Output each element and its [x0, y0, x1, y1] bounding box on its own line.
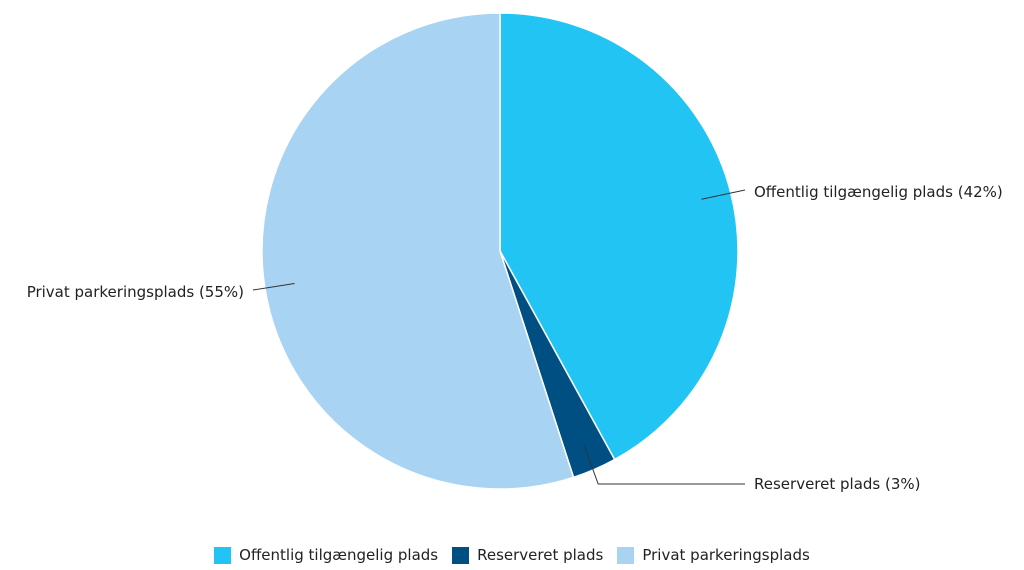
pie-slices: [261, 12, 739, 490]
pie-slice-1: [499, 12, 739, 461]
leader-line-3: [252, 283, 295, 291]
legend-item-1: Offentlig tilgængelig plads: [214, 546, 438, 564]
slice-labels: Offentlig tilgængelig plads (42%) Reserve…: [27, 183, 1003, 493]
slice-label-1: Offentlig tilgængelig plads (42%): [754, 183, 1003, 201]
legend: Offentlig tilgængelig plads Reserveret pl…: [0, 546, 1024, 564]
legend-item-2: Reserveret plads: [452, 546, 603, 564]
legend-label-2: Reserveret plads: [477, 546, 604, 564]
legend-label-1: Offentlig tilgængelig plads: [239, 546, 439, 564]
legend-item-3: Privat parkeringsplads: [617, 546, 810, 564]
legend-swatch-1: [214, 546, 232, 564]
slice-label-3: Privat parkeringsplads (55%): [27, 283, 244, 301]
slice-label-2: Reserveret plads (3%): [754, 475, 921, 493]
legend-swatch-2: [452, 546, 470, 564]
legend-label-3: Privat parkeringsplads: [642, 546, 810, 564]
leader-line-1: [701, 189, 746, 200]
leader-line-2: [583, 445, 745, 485]
legend-swatch-3: [617, 546, 635, 564]
